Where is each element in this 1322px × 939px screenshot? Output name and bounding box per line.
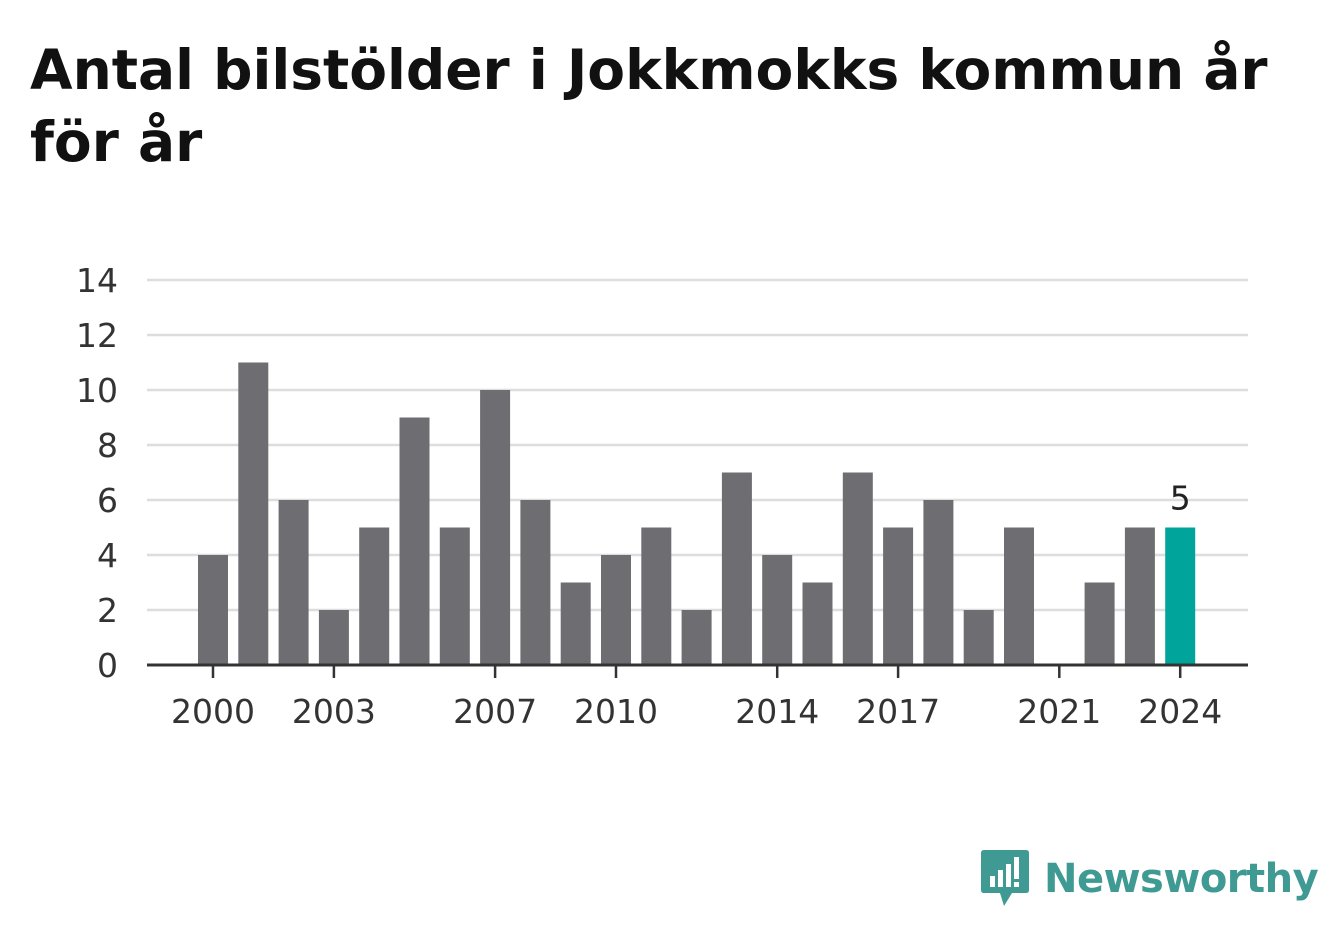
bar-2003 <box>318 610 349 665</box>
data-labels: 5 <box>1170 479 1191 518</box>
x-tick-label: 2017 <box>856 692 940 731</box>
bar-2010 <box>601 555 631 665</box>
highlight-value-label: 5 <box>1170 479 1191 518</box>
y-tick-label: 4 <box>97 536 118 575</box>
x-tick-label: 2003 <box>292 692 376 731</box>
y-tick-label: 2 <box>97 591 118 630</box>
chart-title: Antal bilstölder i Jokkmokks kommun år f… <box>30 38 1268 174</box>
bar-2023 <box>1124 527 1155 665</box>
bar-2000 <box>198 555 228 665</box>
x-tick-label: 2021 <box>1017 692 1101 731</box>
bar-2024 <box>1165 527 1196 665</box>
bar-2009 <box>560 582 591 665</box>
bar-2011 <box>641 527 672 665</box>
x-tick-label: 2000 <box>171 692 255 731</box>
bar-2017 <box>883 527 914 665</box>
bar-2007 <box>480 390 511 665</box>
bars <box>198 362 1196 665</box>
bar-2005 <box>399 417 430 665</box>
bar-2006 <box>439 527 470 665</box>
y-tick-label: 12 <box>76 316 118 355</box>
newsworthy-logo-icon <box>981 850 1029 906</box>
x-axis-ticks: 2000 2003 2007 2010 2014 2017 2021 2024 <box>171 665 1222 731</box>
bar-2022 <box>1084 582 1115 665</box>
bar-2014 <box>762 555 793 665</box>
bar-2002 <box>278 500 309 665</box>
bar-2018 <box>923 500 954 665</box>
bar-2008 <box>520 500 551 665</box>
bar-2016 <box>842 472 873 665</box>
bar-2020 <box>1004 527 1034 665</box>
bar-2004 <box>359 527 390 665</box>
y-tick-label: 0 <box>97 646 118 685</box>
x-tick-label: 2014 <box>735 692 819 731</box>
y-tick-label: 14 <box>76 261 118 300</box>
x-tick-label: 2024 <box>1138 692 1222 731</box>
y-axis-ticks: 0 2 4 6 8 10 12 14 <box>76 261 118 685</box>
newsworthy-logo: Newsworthy <box>980 848 1319 910</box>
grid-lines <box>147 278 1248 612</box>
x-tick-label: 2010 <box>574 692 658 731</box>
y-tick-label: 10 <box>76 371 118 410</box>
bar-2013 <box>721 472 752 665</box>
bar-2015 <box>802 582 833 665</box>
bar-2001 <box>238 362 269 665</box>
y-tick-label: 6 <box>97 481 118 520</box>
bar-2019 <box>963 610 994 665</box>
brand-name: Newsworthy <box>1044 856 1319 902</box>
y-tick-label: 8 <box>97 426 118 465</box>
x-tick-label: 2007 <box>453 692 537 731</box>
bar-2012 <box>681 610 712 665</box>
